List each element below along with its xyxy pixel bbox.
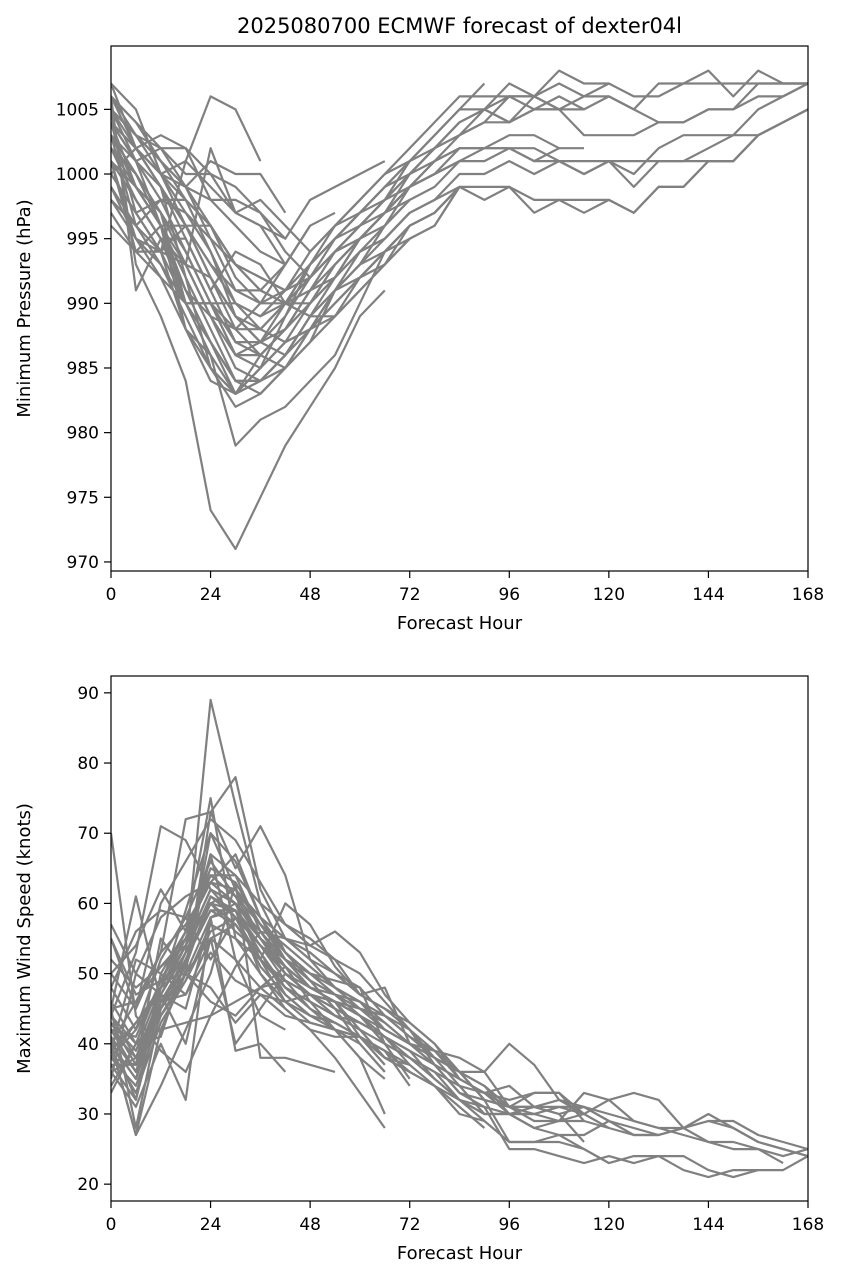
wind-x-tick-label: 168 [792, 1215, 824, 1235]
pressure-x-tick-label: 24 [200, 585, 222, 605]
wind-member-line-10 [111, 775, 585, 1137]
pressure-y-axis-label: Minimum Pressure (hPa) [14, 199, 35, 417]
wind-member-line-15 [111, 888, 585, 1123]
pressure-y-tick-label: 985 [67, 359, 99, 379]
pressure-x-tick-label: 120 [593, 585, 625, 605]
pressure-member-line-2 [111, 69, 808, 305]
wind-member-line-7 [111, 895, 784, 1165]
wind-member-line-29 [111, 853, 386, 1066]
pressure-x-tick-label: 144 [692, 585, 724, 605]
wind-x-tick-label: 120 [593, 1215, 625, 1235]
pressure-y-tick-label: 980 [67, 424, 99, 444]
pressure-member-line-24 [111, 83, 461, 395]
pressure-y-tick-label: 1005 [56, 100, 99, 120]
pressure-y-tick-label: 990 [67, 294, 99, 314]
wind-y-tick-label: 30 [77, 1105, 99, 1125]
pressure-member-line-41 [111, 173, 287, 292]
wind-member-line-20 [111, 811, 411, 1080]
pressure-member-line-15 [111, 134, 584, 357]
wind-member-line-35 [111, 916, 287, 1109]
pressure-y-tick-label: 995 [67, 230, 99, 250]
wind-y-tick-label: 50 [77, 965, 99, 985]
wind-x-axis-label: Forecast Hour [397, 1243, 523, 1264]
wind-member-line-19 [111, 833, 461, 1080]
pressure-member-line-40 [111, 160, 287, 382]
pressure-panel: 0 24 48 72 96 120 144 168 970 975 980 985 990 995 1000… [14, 45, 824, 634]
pressure-member-line-16 [111, 108, 386, 240]
wind-member-line-37 [111, 938, 287, 1017]
pressure-x-tick-label: 72 [399, 585, 421, 605]
pressure-x-tick-label: 0 [106, 585, 117, 605]
pressure-member-line-39 [111, 134, 287, 331]
wind-panel: 0 24 48 72 96 120 144 168 20 30 40 50 60 70 80 90 Foreca… [14, 675, 824, 1264]
pressure-member-line-7 [111, 108, 808, 395]
wind-y-tick-label: 40 [77, 1035, 99, 1055]
wind-x-tick-label: 0 [106, 1215, 117, 1235]
wind-member-line-5 [111, 867, 808, 1179]
wind-member-line-42 [111, 909, 684, 1137]
pressure-plot-frame [110, 45, 809, 572]
pressure-series-group [111, 69, 808, 551]
wind-y-tick-label: 20 [77, 1175, 99, 1195]
wind-member-line-41 [111, 853, 286, 1052]
pressure-member-line-37 [111, 109, 386, 551]
wind-y-tick-label: 70 [77, 824, 99, 844]
wind-member-line-34 [111, 881, 336, 1137]
wind-x-tick-label: 24 [200, 1215, 222, 1235]
wind-series-group [111, 698, 808, 1179]
wind-member-line-23 [111, 796, 386, 1038]
wind-x-tick-label: 72 [399, 1215, 421, 1235]
wind-y-tick-label: 90 [77, 684, 99, 704]
wind-member-line-24 [111, 853, 386, 1073]
pressure-member-line-38 [111, 122, 411, 447]
pressure-x-axis-label: Forecast Hour [397, 613, 523, 634]
pressure-member-line-42 [111, 95, 286, 292]
chart-title: 2025080700 ECMWF forecast of dexter04l [237, 14, 682, 38]
wind-plot-frame [110, 675, 809, 1202]
wind-x-tick-label: 144 [692, 1215, 724, 1235]
wind-y-axis-label: Maximum Wind Speed (knots) [14, 803, 35, 1074]
pressure-member-line-36 [111, 96, 411, 305]
pressure-member-line-32 [111, 224, 411, 344]
wind-y-tick-label: 60 [77, 894, 99, 914]
pressure-y-tick-label: 970 [67, 553, 99, 573]
pressure-x-tick-label: 168 [792, 585, 824, 605]
wind-x-tick-label: 96 [498, 1215, 520, 1235]
pressure-y-tick-label: 1000 [56, 165, 99, 185]
wind-member-line-31 [111, 895, 386, 1115]
wind-member-line-9 [111, 698, 610, 1165]
wind-y-tick-label: 80 [77, 754, 99, 774]
pressure-x-tick-label: 48 [299, 585, 321, 605]
wind-x-tick-label: 48 [299, 1215, 321, 1235]
pressure-y-tick-label: 975 [67, 488, 99, 508]
pressure-x-tick-label: 96 [498, 585, 520, 605]
wind-member-line-8 [111, 832, 610, 1122]
wind-member-line-40 [111, 937, 411, 1073]
